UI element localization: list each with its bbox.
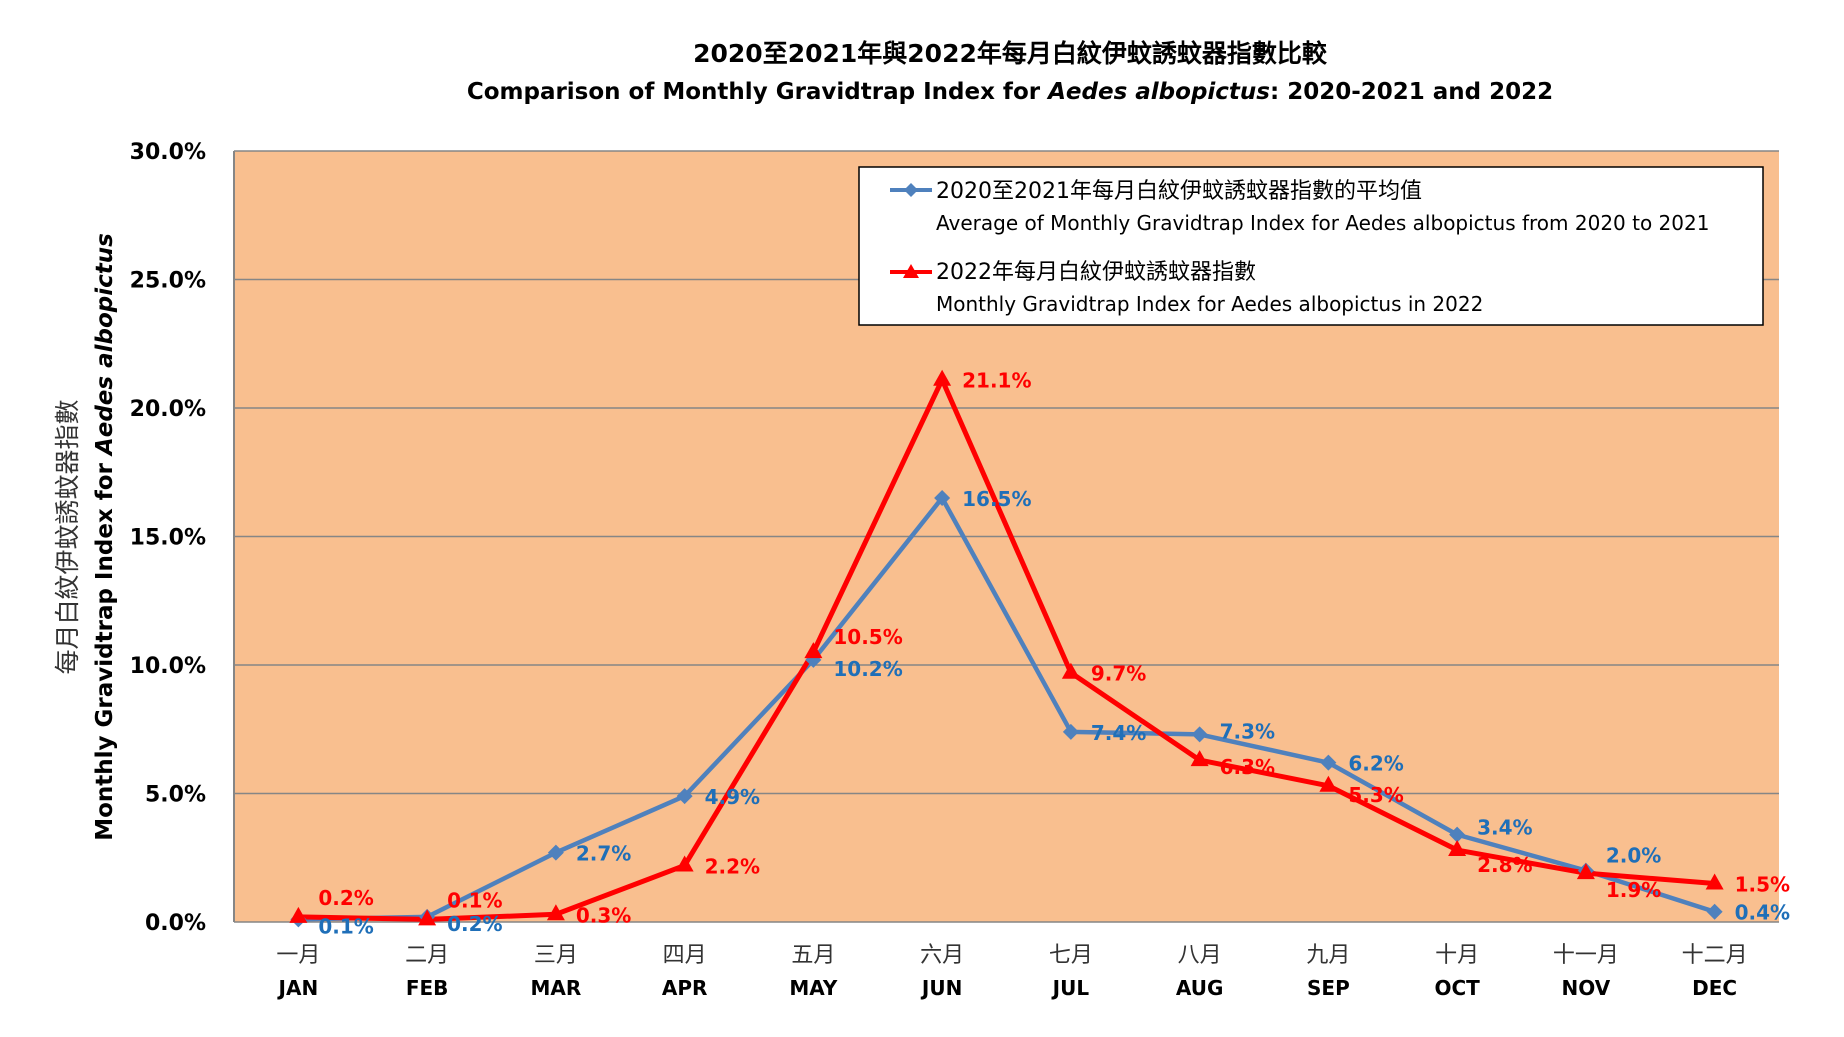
x-tick-label-zh: 九月 — [1306, 943, 1350, 968]
data-label: 7.4% — [1091, 721, 1146, 745]
x-tick-label: AUG — [1176, 976, 1224, 1000]
x-tick-label: FEB — [406, 976, 449, 1000]
data-point-triangle — [1319, 775, 1338, 792]
legend-label-avg-en: Average of Monthly Gravidtrap Index for … — [936, 211, 1709, 235]
legend: 2020至2021年每月白紋伊蚊誘蚊器指數的平均值 Average of Mon… — [858, 166, 1764, 326]
y-axis-label-en: Monthly Gravidtrap Index for Aedes albop… — [92, 233, 118, 841]
x-tick-label: JUN — [920, 976, 962, 1000]
data-label: 10.5% — [833, 625, 902, 649]
series-line-0 — [298, 495, 1716, 922]
data-label: 2.2% — [705, 854, 760, 878]
data-label: 0.2% — [447, 912, 502, 936]
data-point-diamond — [1320, 754, 1337, 771]
legend-diamond-icon — [904, 183, 918, 197]
legend-triangle-icon — [903, 264, 919, 278]
series-line-1 — [298, 377, 1715, 922]
legend-label-2022-zh: 2022年每月白紋伊蚊誘蚊器指數 — [936, 260, 1256, 285]
data-label: 3.4% — [1477, 816, 1532, 840]
data-point-triangle — [1705, 873, 1724, 890]
y-tick-label: 30.0% — [130, 140, 206, 165]
y-tick-label: 5.0% — [145, 783, 206, 808]
data-point-diamond — [676, 788, 693, 805]
legend-box — [858, 166, 1764, 326]
x-tick-label: DEC — [1692, 976, 1737, 1000]
data-label: 0.3% — [576, 903, 631, 927]
x-tick-label: OCT — [1434, 976, 1480, 1000]
data-point-triangle — [933, 369, 952, 386]
data-point-triangle — [804, 642, 823, 659]
data-point-diamond — [1449, 826, 1466, 843]
y-tick-label: 15.0% — [130, 526, 206, 551]
x-tick-label: MAY — [789, 976, 837, 1000]
data-label: 21.1% — [962, 369, 1031, 393]
y-tick-label: 25.0% — [130, 269, 206, 294]
x-tick-label-zh: 八月 — [1178, 943, 1222, 968]
y-axis-label-zh: 每月白紋伊蚊誘蚊器指數 — [53, 399, 82, 674]
data-label: 9.7% — [1091, 662, 1146, 686]
data-label: 10.2% — [833, 657, 902, 681]
data-point-diamond — [1191, 726, 1208, 743]
data-label: 1.9% — [1606, 878, 1661, 902]
data-label: 16.5% — [962, 487, 1031, 511]
x-tick-label: SEP — [1307, 976, 1350, 1000]
data-point-triangle — [675, 855, 694, 872]
x-tick-label-zh: 十二月 — [1682, 943, 1748, 968]
chart-title: 2020至2021年與2022年每月白紋伊蚊誘蚊器指數比較 — [693, 39, 1328, 68]
chart-subtitle: Comparison of Monthly Gravidtrap Index f… — [467, 79, 1553, 105]
data-label: 5.3% — [1348, 783, 1403, 807]
x-tick-label-zh: 三月 — [534, 943, 578, 968]
y-tick-label: 0.0% — [145, 911, 206, 936]
data-label: 0.1% — [447, 888, 502, 912]
x-tick-label-zh: 七月 — [1049, 943, 1093, 968]
data-label: 0.1% — [318, 914, 373, 938]
data-point-diamond — [1062, 723, 1079, 740]
x-tick-label: JAN — [277, 976, 319, 1000]
x-tick-label-zh: 十月 — [1435, 943, 1479, 968]
data-label: 6.2% — [1348, 752, 1403, 776]
data-point-triangle — [1190, 750, 1209, 767]
data-point-diamond — [934, 489, 951, 506]
x-tick-label: JUL — [1051, 976, 1090, 1000]
data-label: 2.8% — [1477, 853, 1532, 877]
data-point-triangle — [418, 909, 437, 926]
x-tick-label: APR — [662, 976, 708, 1000]
data-label: 1.5% — [1735, 872, 1790, 896]
data-label: 2.0% — [1606, 844, 1661, 868]
y-tick-label: 10.0% — [130, 654, 206, 679]
data-label: 2.7% — [576, 842, 631, 866]
data-point-triangle — [1061, 662, 1080, 679]
data-point-diamond — [1706, 903, 1723, 920]
data-label: 0.2% — [318, 886, 373, 910]
x-tick-label: NOV — [1562, 976, 1611, 1000]
y-tick-label: 20.0% — [130, 397, 206, 422]
legend-label-avg-zh: 2020至2021年每月白紋伊蚊誘蚊器指數的平均值 — [936, 179, 1422, 204]
x-tick-label-zh: 四月 — [663, 943, 707, 968]
x-tick-label-zh: 六月 — [920, 943, 964, 968]
data-point-triangle — [546, 904, 565, 921]
legend-label-2022-en: Monthly Gravidtrap Index for Aedes albop… — [936, 292, 1483, 316]
data-point-diamond — [547, 844, 564, 861]
data-label: 7.3% — [1220, 719, 1275, 743]
x-tick-label-zh: 二月 — [405, 943, 449, 968]
data-point-triangle — [289, 906, 308, 923]
x-tick-label-zh: 五月 — [791, 943, 835, 968]
data-label: 4.9% — [705, 785, 760, 809]
data-label: 0.4% — [1735, 901, 1790, 925]
x-tick-label-zh: 一月 — [276, 943, 320, 968]
data-point-triangle — [1448, 840, 1467, 857]
data-point-triangle — [1576, 863, 1595, 880]
x-tick-label: MAR — [530, 976, 581, 1000]
data-label: 6.3% — [1220, 755, 1275, 779]
x-tick-label-zh: 十一月 — [1553, 943, 1619, 968]
